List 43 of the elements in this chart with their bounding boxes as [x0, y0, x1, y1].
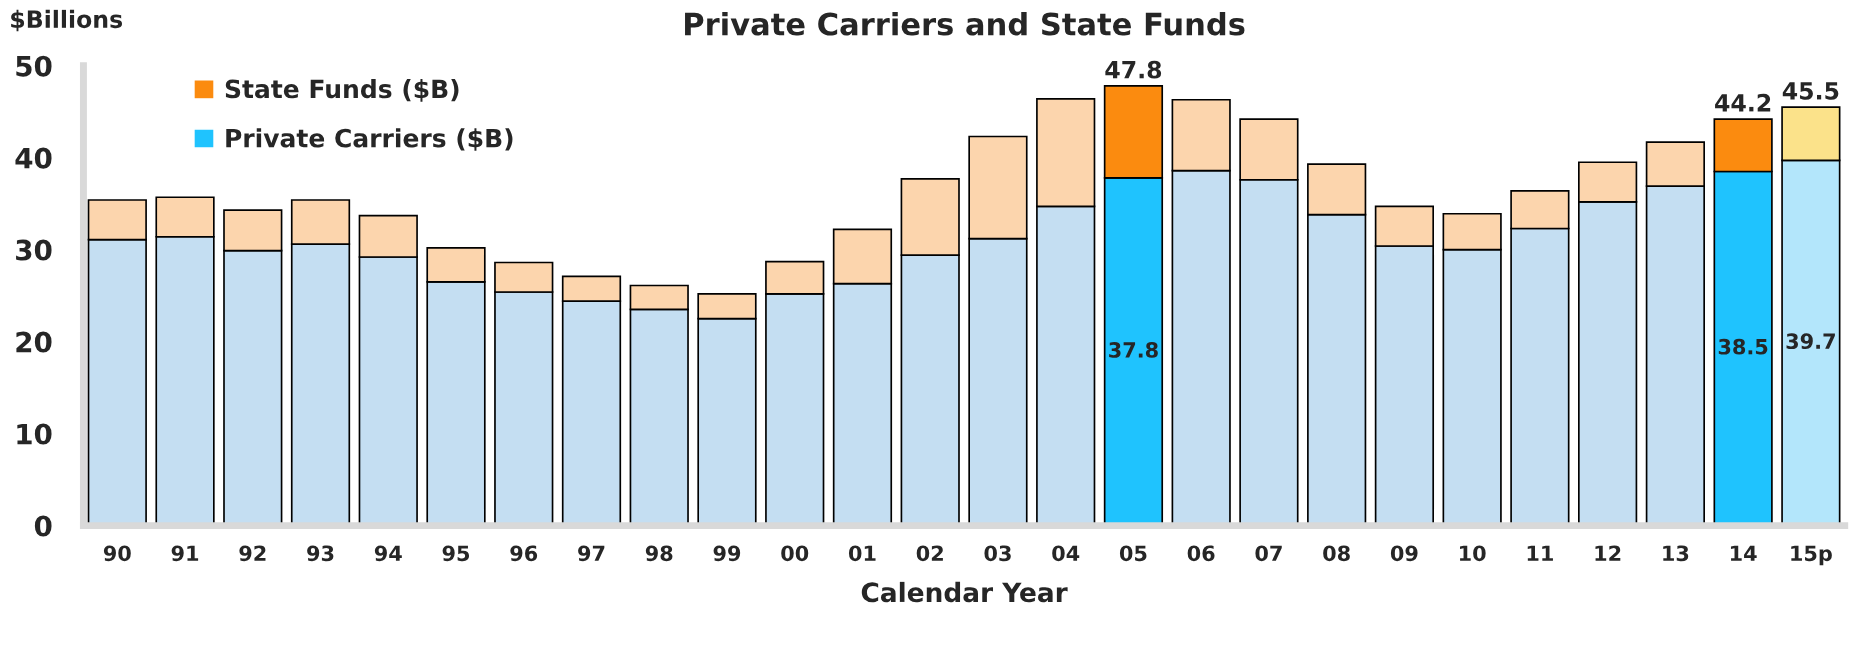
- x-tick-label: 91: [171, 545, 199, 562]
- data-label: 38.5: [1718, 338, 1768, 355]
- x-tick-label: 92: [239, 545, 266, 562]
- x-tick-label: 00: [781, 545, 809, 562]
- x-tick-label: 03: [984, 545, 1011, 562]
- x-tick-label: 01: [848, 545, 876, 562]
- x-tick-label: 11: [1527, 545, 1553, 561]
- legend-label: Private Carriers ($B): [226, 128, 513, 151]
- x-tick-label: 90: [103, 545, 131, 562]
- x-tick-label: 14: [1730, 545, 1757, 561]
- legend-label: State Funds ($B): [225, 79, 459, 102]
- x-tick-label: 04: [1052, 545, 1080, 562]
- y-tick-label: 20: [16, 331, 52, 353]
- x-tick-label: 02: [916, 545, 943, 562]
- y-tick-label: 40: [15, 147, 52, 169]
- y-tick-label: 50: [16, 55, 52, 77]
- y-tick-label: 10: [17, 423, 52, 445]
- x-tick-label: 93: [307, 545, 334, 562]
- x-tick-label: 95: [442, 545, 470, 562]
- y-tick-label: 30: [16, 239, 52, 261]
- x-tick-label: 94: [374, 545, 402, 562]
- x-tick-label: 05: [1119, 545, 1147, 562]
- x-tick-label: 97: [578, 545, 605, 562]
- x-tick-label: 08: [1323, 545, 1350, 562]
- x-tick-label: 06: [1187, 545, 1215, 562]
- data-label: 37.8: [1109, 342, 1158, 358]
- x-tick-label: 96: [510, 545, 538, 562]
- x-tick-label: 13: [1663, 545, 1689, 562]
- x-tick-label: 15p: [1791, 545, 1832, 566]
- x-tick-label: 10: [1460, 545, 1486, 562]
- x-tick-label: 98: [645, 545, 673, 562]
- total-label: 47.8: [1105, 60, 1162, 79]
- y-tick-label: 0: [34, 515, 52, 537]
- total-label: 44.2: [1715, 93, 1771, 112]
- x-axis-title: Calendar Year: [861, 581, 1068, 603]
- data-label: 39.7: [1786, 333, 1835, 350]
- x-tick-label: 12: [1595, 545, 1621, 561]
- x-tick-label: 07: [1255, 545, 1282, 562]
- x-tick-label: 99: [713, 545, 741, 562]
- y-axis-title: $Billions: [11, 9, 123, 32]
- total-label: 45.5: [1782, 82, 1839, 100]
- chart-title: Private Carriers and State Funds: [685, 11, 1245, 36]
- x-tick-label: 09: [1390, 545, 1418, 562]
